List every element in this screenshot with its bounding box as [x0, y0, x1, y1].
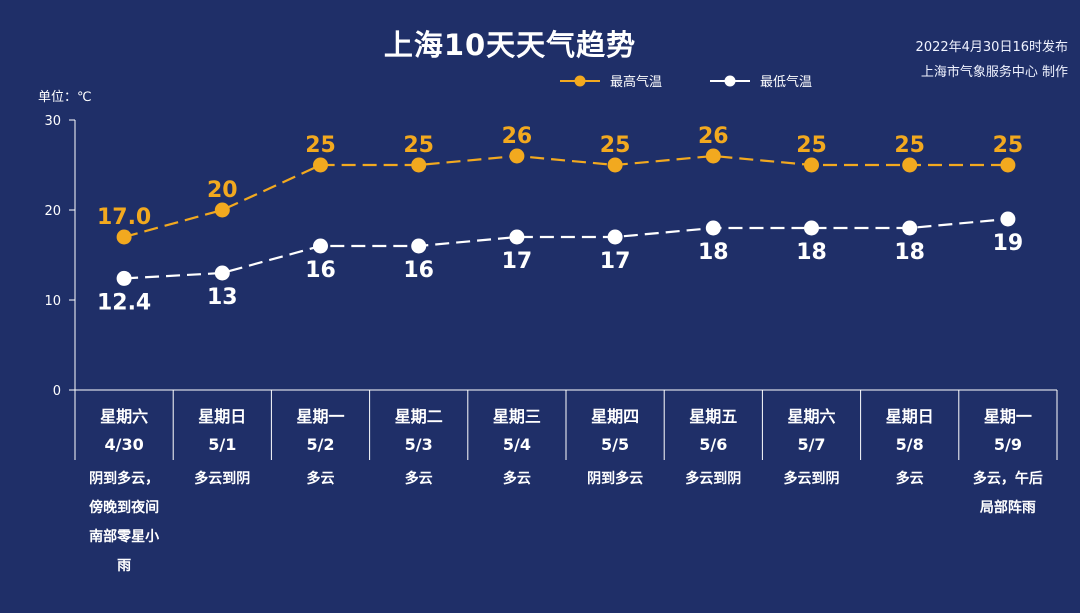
point-high — [607, 157, 623, 173]
data-label-high: 25 — [796, 133, 827, 158]
weather-text: 雨 — [117, 558, 131, 574]
weather-text: 多云到阴 — [784, 470, 840, 487]
x-tick-weekday: 星期五 — [689, 407, 737, 426]
data-label-high: 26 — [502, 124, 533, 149]
x-tick-date: 5/2 — [306, 435, 334, 454]
data-label-high: 20 — [207, 178, 238, 203]
legend-item-high[interactable]: 最高气温 — [560, 71, 662, 90]
x-tick-date: 5/5 — [601, 435, 629, 454]
data-label-low: 18 — [698, 240, 729, 265]
data-label-low: 17 — [600, 249, 631, 274]
point-high — [509, 148, 525, 164]
x-tick-date: 5/3 — [405, 435, 433, 454]
point-low — [1000, 211, 1016, 227]
data-label-low: 18 — [796, 240, 827, 265]
x-tick-date: 5/9 — [994, 435, 1022, 454]
data-label-low: 19 — [993, 231, 1024, 256]
legend-item-low[interactable]: 最低气温 — [710, 71, 812, 90]
data-label-high: 25 — [305, 133, 336, 158]
weather-text: 多云 — [896, 470, 924, 487]
unit-label: 单位：℃ — [38, 90, 92, 105]
x-tick-weekday: 星期三 — [493, 407, 541, 426]
x-tick-weekday: 星期二 — [395, 407, 443, 426]
weather-text: 阴到多云， — [89, 470, 159, 487]
publisher: 上海市气象服务中心 制作 — [920, 65, 1068, 80]
data-label-low: 16 — [305, 258, 336, 283]
weather-text: 傍晚到夜间 — [89, 499, 159, 516]
x-tick-weekday: 星期六 — [100, 407, 148, 426]
data-label-high: 26 — [698, 124, 729, 149]
weather-text: 局部阵雨 — [980, 499, 1036, 516]
point-high — [214, 202, 230, 218]
series-line-low — [124, 217, 1009, 280]
legend-low-swatch — [710, 75, 750, 86]
publish-time: 2022年4月30日16时发布 — [915, 40, 1068, 55]
legend-high-label: 最高气温 — [610, 75, 663, 90]
point-low — [509, 229, 525, 245]
point-low — [411, 238, 427, 254]
point-high — [313, 157, 328, 173]
x-tick-date: 5/4 — [503, 435, 531, 454]
series-line-high — [123, 154, 1008, 239]
point-high — [1000, 157, 1016, 173]
weather-text: 多云 — [503, 470, 531, 487]
y-tick-label: 0 — [53, 384, 61, 399]
data-label-high: 25 — [403, 133, 434, 158]
point-high — [411, 157, 427, 173]
weather-text: 多云到阴 — [685, 470, 741, 487]
x-tick-date: 5/7 — [797, 435, 825, 454]
data-label-high: 25 — [993, 133, 1024, 158]
x-tick-weekday: 星期日 — [198, 407, 246, 426]
point-low — [902, 220, 918, 236]
y-tick-label: 20 — [44, 204, 61, 219]
x-tick-weekday: 星期日 — [886, 407, 934, 426]
point-low — [804, 220, 819, 236]
data-label-low: 18 — [894, 240, 925, 265]
x-tick-date: 4/30 — [104, 435, 143, 454]
x-tick-date: 5/1 — [208, 435, 236, 454]
point-high — [804, 157, 819, 173]
x-tick-weekday: 星期一 — [984, 407, 1032, 426]
weather-text: 多云 — [307, 470, 335, 487]
chart-title: 上海10天天气趋势 — [383, 28, 637, 62]
point-high — [116, 229, 132, 245]
legend-high-swatch — [560, 75, 600, 86]
data-label-high: 25 — [600, 133, 631, 158]
data-label-low: 17 — [502, 249, 533, 274]
legend-low-label: 最低气温 — [760, 75, 813, 90]
weather-text: 南部零星小 — [89, 528, 159, 545]
y-tick-label: 30 — [44, 114, 61, 129]
point-low — [705, 220, 721, 236]
weather-text: 阴到多云 — [587, 470, 643, 487]
data-label-low: 16 — [403, 258, 434, 283]
x-tick-weekday: 星期四 — [591, 407, 639, 426]
point-high — [705, 148, 721, 164]
x-tick-date: 5/6 — [699, 435, 727, 454]
x-tick-weekday: 星期六 — [787, 407, 835, 426]
y-tick-label: 10 — [44, 294, 61, 309]
weather-text: 多云到阴 — [194, 470, 250, 487]
data-label-high: 17.0 — [97, 205, 151, 230]
data-label-low: 13 — [207, 285, 238, 310]
data-label-high: 25 — [894, 133, 925, 158]
x-tick-date: 5/8 — [896, 435, 924, 454]
point-high — [902, 157, 918, 173]
point-low — [607, 229, 623, 245]
x-tick-weekday: 星期一 — [296, 407, 344, 426]
weather-text: 多云，午后 — [973, 470, 1043, 487]
point-low — [313, 238, 328, 254]
data-label-low: 12.4 — [97, 290, 151, 315]
weather-text: 多云 — [405, 470, 433, 487]
point-low — [214, 265, 230, 281]
point-low — [116, 270, 132, 286]
